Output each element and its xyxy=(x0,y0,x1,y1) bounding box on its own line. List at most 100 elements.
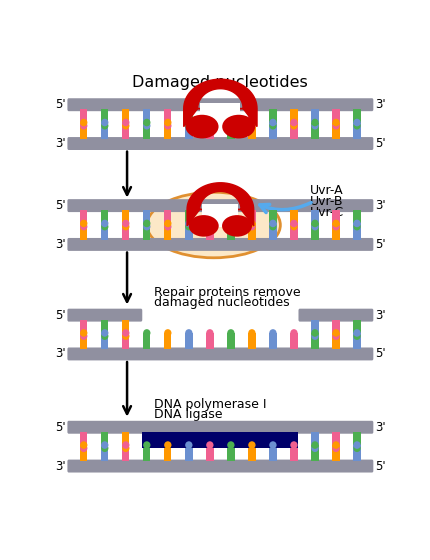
Bar xyxy=(248,123,255,139)
Bar xyxy=(290,109,298,125)
Bar xyxy=(122,211,129,227)
Bar xyxy=(269,109,276,125)
Bar xyxy=(143,333,150,349)
Bar xyxy=(80,320,87,336)
Ellipse shape xyxy=(290,329,298,337)
Bar xyxy=(227,123,234,139)
Bar xyxy=(122,109,129,125)
Bar xyxy=(185,123,193,139)
Ellipse shape xyxy=(311,332,319,340)
FancyBboxPatch shape xyxy=(68,347,373,361)
Text: 5': 5' xyxy=(375,137,386,150)
Ellipse shape xyxy=(122,329,129,337)
Ellipse shape xyxy=(147,192,280,258)
Bar xyxy=(248,223,255,240)
Ellipse shape xyxy=(353,329,361,337)
Text: 5': 5' xyxy=(55,309,66,321)
Bar xyxy=(311,320,319,336)
Ellipse shape xyxy=(353,445,361,452)
Ellipse shape xyxy=(122,119,129,127)
FancyBboxPatch shape xyxy=(298,309,373,321)
Bar xyxy=(290,123,298,139)
Text: DNA polymerase I: DNA polymerase I xyxy=(154,398,266,411)
Ellipse shape xyxy=(332,441,340,449)
Bar xyxy=(164,223,172,240)
Bar xyxy=(206,123,214,139)
Ellipse shape xyxy=(332,445,340,452)
Text: Repair proteins remove: Repair proteins remove xyxy=(154,286,300,299)
Bar xyxy=(185,333,193,349)
Text: 5': 5' xyxy=(55,199,66,212)
Ellipse shape xyxy=(248,329,255,337)
Bar xyxy=(206,223,214,240)
Text: 3': 3' xyxy=(375,309,386,321)
Bar xyxy=(269,445,276,461)
Bar xyxy=(185,211,193,227)
Ellipse shape xyxy=(269,441,276,449)
Ellipse shape xyxy=(80,332,87,340)
Bar xyxy=(290,223,298,240)
Text: 3': 3' xyxy=(375,98,386,111)
Ellipse shape xyxy=(353,220,361,227)
Bar xyxy=(80,223,87,240)
Text: 3': 3' xyxy=(55,347,66,361)
Ellipse shape xyxy=(353,441,361,449)
Bar xyxy=(248,445,255,461)
Bar xyxy=(101,223,108,240)
Bar xyxy=(101,109,108,125)
Bar xyxy=(227,333,234,349)
Ellipse shape xyxy=(332,220,340,227)
Bar xyxy=(353,109,361,125)
Ellipse shape xyxy=(185,220,193,227)
Ellipse shape xyxy=(332,329,340,337)
Bar xyxy=(122,333,129,349)
Ellipse shape xyxy=(248,220,255,227)
Ellipse shape xyxy=(332,122,340,129)
Ellipse shape xyxy=(101,445,108,452)
Ellipse shape xyxy=(185,122,193,129)
Bar xyxy=(122,432,129,448)
Text: Damaged nucleotides: Damaged nucleotides xyxy=(132,75,308,90)
Ellipse shape xyxy=(332,223,340,230)
Ellipse shape xyxy=(80,119,87,127)
Ellipse shape xyxy=(332,332,340,340)
Bar xyxy=(353,445,361,461)
Bar xyxy=(311,432,319,448)
Ellipse shape xyxy=(353,119,361,127)
Ellipse shape xyxy=(122,223,129,230)
Ellipse shape xyxy=(143,329,150,337)
Polygon shape xyxy=(184,79,257,127)
Ellipse shape xyxy=(164,441,172,449)
Bar xyxy=(290,333,298,349)
Ellipse shape xyxy=(222,115,255,138)
Bar xyxy=(206,333,214,349)
Ellipse shape xyxy=(164,119,172,127)
Ellipse shape xyxy=(101,332,108,340)
Ellipse shape xyxy=(353,122,361,129)
Ellipse shape xyxy=(80,223,87,230)
Ellipse shape xyxy=(269,119,276,127)
Text: 5': 5' xyxy=(375,460,386,473)
Bar xyxy=(248,333,255,349)
Bar xyxy=(143,445,150,461)
Bar xyxy=(203,204,238,227)
Ellipse shape xyxy=(248,122,255,129)
Bar xyxy=(332,333,340,349)
Ellipse shape xyxy=(122,445,129,452)
Bar xyxy=(143,211,150,227)
Text: 3': 3' xyxy=(55,137,66,150)
Ellipse shape xyxy=(353,223,361,230)
FancyBboxPatch shape xyxy=(68,137,373,150)
Bar xyxy=(164,109,172,125)
Ellipse shape xyxy=(101,119,108,127)
Ellipse shape xyxy=(143,119,150,127)
Ellipse shape xyxy=(185,223,193,230)
Ellipse shape xyxy=(80,329,87,337)
Ellipse shape xyxy=(227,119,234,127)
Bar xyxy=(227,445,234,461)
Bar xyxy=(227,223,234,240)
Ellipse shape xyxy=(206,441,214,449)
Bar xyxy=(269,333,276,349)
Bar xyxy=(332,109,340,125)
Ellipse shape xyxy=(101,122,108,129)
